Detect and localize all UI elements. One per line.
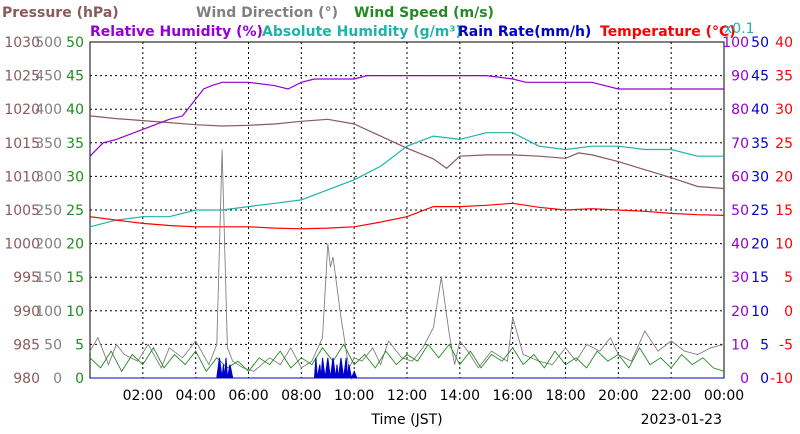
tick-label-pressure: 985 [13,337,40,353]
series-pressure-hpa [89,115,725,190]
legend-entry: Wind Direction (°) [196,5,338,21]
tick-label-wind-direction: 350 [35,136,62,152]
tick-label-temperature: 35 [775,69,793,85]
tick-label-wind-direction: 250 [35,203,62,219]
tick-label-rain-rate: 0 [760,371,769,387]
chart-header: Pressure (hPa) Wind Direction (°) Wind Spe… [2,5,755,40]
tick-label-humidity: 50 [731,203,749,219]
tick-label-x: 22:00 [651,388,691,404]
tick-label-x: 08:00 [281,388,321,404]
tick-label-humidity: 90 [731,69,749,85]
tick-label-temperature: 0 [784,304,793,320]
tick-label-x: 04:00 [175,388,215,404]
tick-label-x: 06:00 [228,388,268,404]
tick-label-wind-speed: 40 [66,102,84,118]
tick-label-temperature: 10 [775,237,793,253]
tick-label-temperature: 5 [784,270,793,286]
axes-layer: 1030102510201015101010051000995990985980… [4,35,793,404]
tick-label-wind-direction: 150 [35,270,62,286]
tick-label-wind-speed: 20 [66,237,84,253]
tick-label-wind-speed: 45 [66,69,84,85]
tick-label-humidity: 70 [731,136,749,152]
tick-label-x: 14:00 [440,388,480,404]
tick-label-humidity: 10 [731,337,749,353]
legend-entry: Pressure (hPa) [2,5,119,21]
tick-label-temperature: 20 [775,169,793,185]
tick-label-temperature: -5 [779,337,793,353]
tick-label-pressure: 1005 [4,203,40,219]
tick-label-rain-rate: 30 [751,169,769,185]
tick-label-wind-direction: 400 [35,102,62,118]
legend-entry: Absolute Humidity (g/m³) [262,24,462,40]
tick-label-x: 16:00 [492,388,532,404]
legend-entry: Wind Speed (m/s) [354,5,494,21]
tick-label-x: 18:00 [545,388,585,404]
tick-label-wind-speed: 5 [75,337,84,353]
tick-label-humidity: 60 [731,169,749,185]
tick-label-wind-direction: 200 [35,237,62,253]
date-label: 2023-01-23 [641,412,722,428]
tick-label-wind-speed: 25 [66,203,84,219]
tick-label-temperature: 15 [775,203,793,219]
tick-label-rain-rate: 10 [751,304,769,320]
tick-label-pressure: 1020 [4,102,40,118]
tick-label-rain-rate: 15 [751,270,769,286]
tick-label-x: 00:00 [704,388,744,404]
tick-label-pressure: 1015 [4,136,40,152]
tick-label-humidity: 0 [740,371,749,387]
tick-label-pressure: 1010 [4,169,40,185]
tick-label-rain-rate: 35 [751,136,769,152]
tick-label-x: 10:00 [334,388,374,404]
tick-label-pressure: 980 [13,371,40,387]
tick-label-humidity: 80 [731,102,749,118]
legend-entry: Rain Rate(mm/h) [458,24,591,40]
tick-label-rain-rate: 20 [751,237,769,253]
series-wind-direction [89,149,725,372]
tick-label-wind-direction: 50 [44,337,62,353]
tick-label-temperature: 30 [775,102,793,118]
tick-label-humidity: 40 [731,237,749,253]
tick-label-temperature: -10 [770,371,793,387]
series-temperature-c [89,202,725,230]
x-axis-label: Time (JST) [370,412,442,428]
series-rain-rate-mm-h [90,357,724,380]
tick-label-humidity: 20 [731,304,749,320]
tick-label-temperature: 25 [775,136,793,152]
tick-label-wind-direction: 0 [53,371,62,387]
tick-label-x: 02:00 [123,388,163,404]
tick-label-rain-rate: 40 [751,102,769,118]
series-absolute-humidity-g-m [89,132,724,228]
tick-label-wind-direction: 300 [35,169,62,185]
tick-label-wind-speed: 30 [66,169,84,185]
tick-label-wind-speed: 15 [66,270,84,286]
tick-label-rain-rate: 50 [751,35,769,51]
tick-label-humidity: 100 [722,35,749,51]
tick-label-rain-rate: 45 [751,69,769,85]
tick-label-wind-speed: 50 [66,35,84,51]
tick-label-wind-speed: 35 [66,136,84,152]
tick-label-rain-rate: 25 [751,203,769,219]
tick-label-pressure: 990 [13,304,40,320]
tick-label-wind-direction: 450 [35,69,62,85]
tick-label-wind-speed: 0 [75,371,84,387]
tick-label-wind-direction: 100 [35,304,62,320]
tick-label-pressure: 1030 [4,35,40,51]
tick-label-rain-rate: 5 [760,337,769,353]
tick-label-temperature: 40 [775,35,793,51]
tick-label-pressure: 995 [13,270,40,286]
tick-label-pressure: 1000 [4,237,40,253]
tick-label-x: 12:00 [387,388,427,404]
series-relative-humidity [89,74,724,157]
scale-note: x0.1 [724,21,755,37]
tick-label-wind-direction: 500 [35,35,62,51]
legend-entry: Temperature (°C) [600,24,736,40]
series-wind-speed-m-s [89,343,725,373]
tick-label-x: 20:00 [598,388,638,404]
tick-label-pressure: 1025 [4,69,40,85]
tick-label-humidity: 30 [731,270,749,286]
legend-entry: Relative Humidity (%) [90,24,263,40]
series-layer [89,74,725,380]
tick-label-wind-speed: 10 [66,304,84,320]
